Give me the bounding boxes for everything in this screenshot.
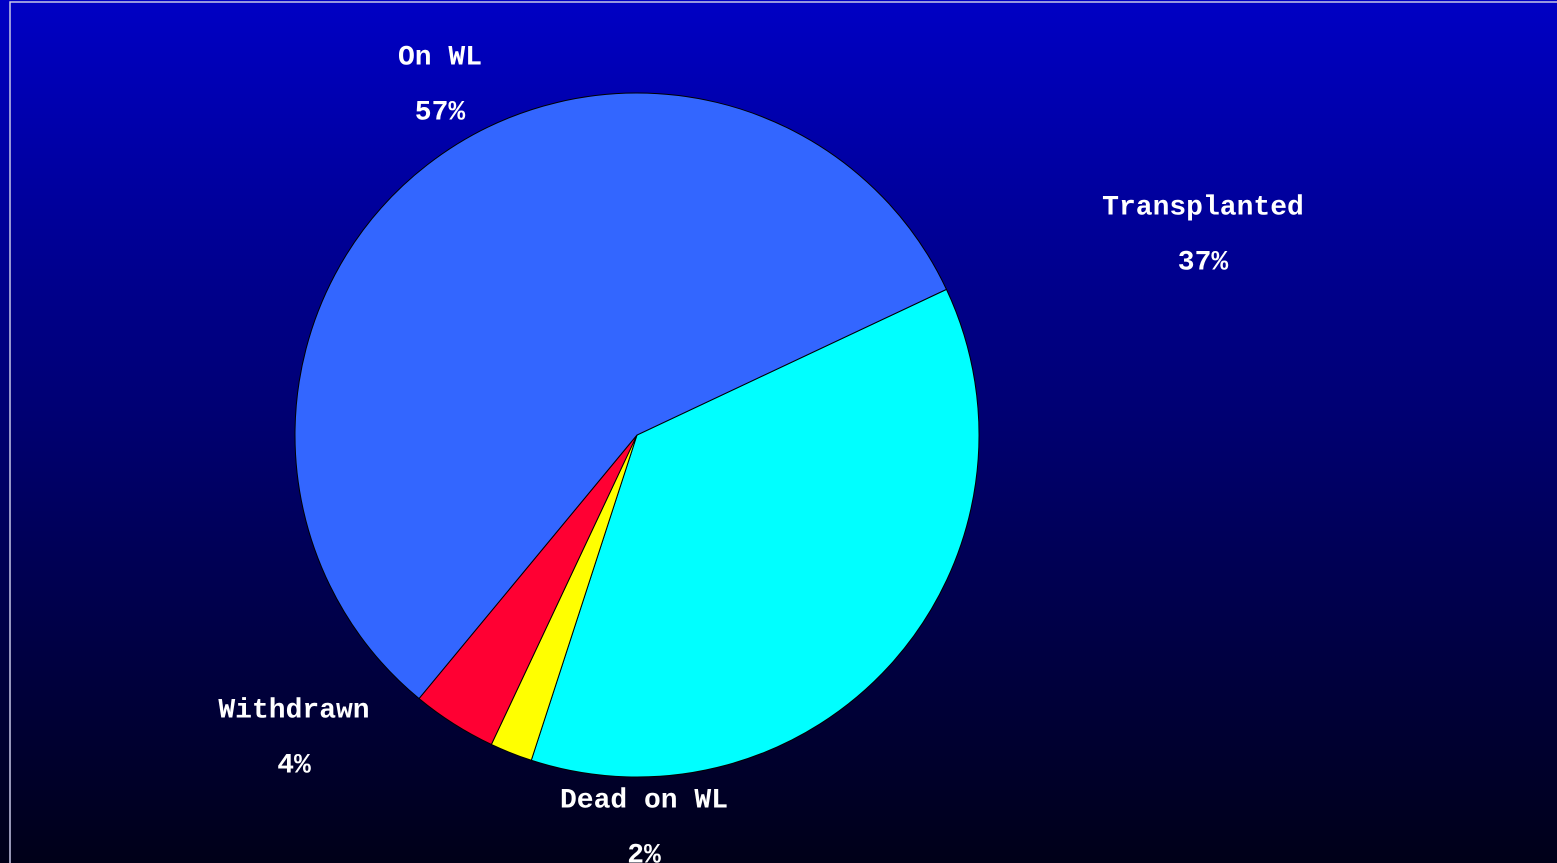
- slice-value-label: 37%: [1178, 247, 1229, 278]
- slice-value-label: 4%: [277, 750, 311, 781]
- slice-label: On WL: [398, 42, 482, 73]
- pie-slice: [530, 288, 980, 778]
- slice-label: Dead on WL: [560, 785, 728, 816]
- slice-value-label: 57%: [415, 97, 466, 128]
- slice-label: Withdrawn: [218, 695, 369, 726]
- slice-value-label: 2%: [627, 840, 661, 863]
- pie-slice: [294, 92, 948, 700]
- frame: [9, 1, 1557, 863]
- slice-label: Transplanted: [1102, 192, 1304, 223]
